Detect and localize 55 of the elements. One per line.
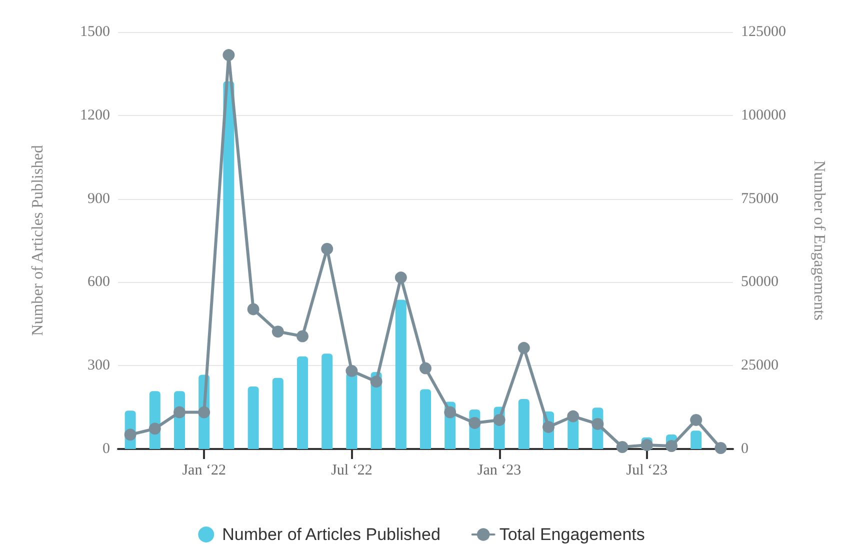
y-tick-label: 1200: [80, 107, 110, 124]
bar: [322, 354, 333, 449]
point: [444, 406, 456, 418]
y-axis-title: Number of Articles Published: [30, 145, 46, 336]
y2-axis-title: Number of Engagements: [810, 160, 828, 320]
y2-tick-label: 100000: [741, 107, 786, 124]
point: [247, 303, 260, 316]
bar: [223, 81, 234, 449]
bar: [297, 356, 308, 449]
bar: [395, 300, 406, 449]
bar: [690, 430, 702, 449]
x-tick-label: Jul ‘23: [626, 462, 668, 478]
point: [174, 406, 186, 418]
legend-label: Total Engagements: [499, 525, 645, 544]
point: [542, 420, 554, 433]
point: [272, 326, 284, 338]
point: [124, 428, 136, 441]
point: [296, 330, 308, 342]
point: [420, 362, 432, 374]
legend-label: Number of Articles Published: [222, 525, 440, 544]
point: [518, 342, 530, 354]
bar: [420, 389, 431, 449]
bar: [346, 372, 358, 449]
point: [370, 376, 382, 388]
point: [592, 418, 604, 430]
y-tick-label: 900: [88, 190, 110, 207]
point: [321, 242, 334, 255]
point: [468, 416, 481, 429]
y-tick-label: 0: [102, 441, 110, 457]
point: [714, 442, 727, 454]
y-tick-label: 300: [88, 358, 110, 374]
bar: [518, 398, 530, 449]
point: [222, 49, 235, 62]
point: [148, 422, 161, 435]
point: [346, 364, 358, 377]
y2-tick-label: 0: [741, 441, 748, 457]
bar: [248, 386, 259, 449]
y-tick-label: 1500: [80, 24, 110, 40]
y2-tick-label: 50000: [741, 274, 778, 290]
x-tick-label: Jul ‘22: [331, 462, 372, 478]
point: [493, 414, 506, 426]
x-tick-label: Jan ‘23: [477, 462, 522, 478]
y-tick-label: 600: [88, 274, 110, 290]
bar: [272, 378, 284, 449]
bar: [568, 418, 579, 449]
point: [567, 410, 580, 422]
point: [690, 414, 702, 426]
point: [198, 406, 210, 418]
point: [616, 441, 628, 453]
point: [666, 440, 678, 452]
y2-tick-label: 125000: [741, 24, 786, 40]
y2-tick-label: 25000: [741, 358, 778, 374]
point: [394, 272, 407, 284]
x-tick-label: Jan ‘22: [182, 462, 226, 478]
y2-tick-label: 75000: [741, 190, 778, 207]
